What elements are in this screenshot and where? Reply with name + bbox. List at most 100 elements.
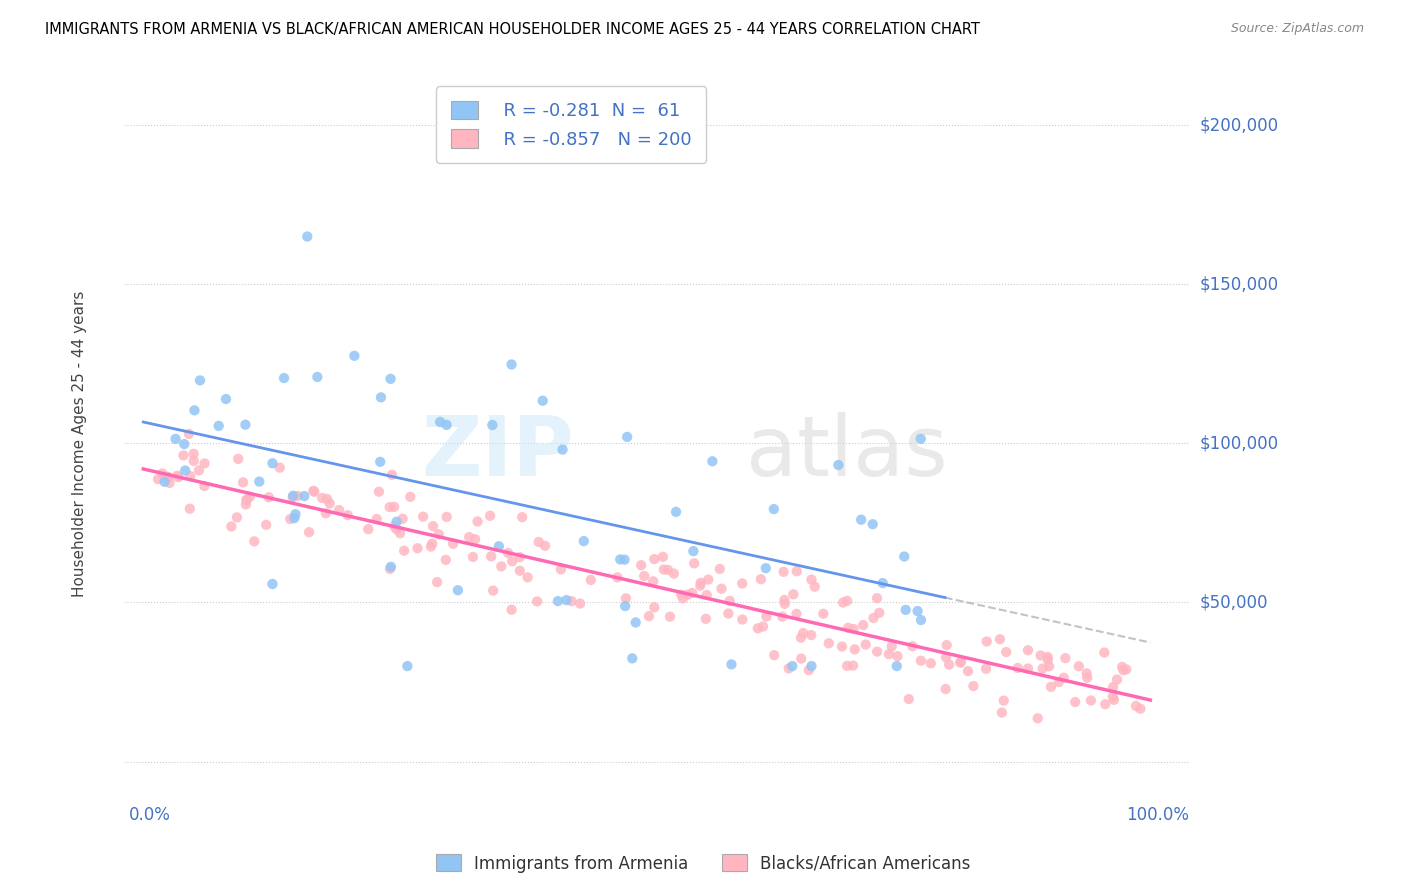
Point [436,509,458,524]
Point [447,583,470,598]
Point [297,229,319,244]
Point [844,642,866,657]
Point [717,607,740,621]
Point [194,457,217,471]
Point [461,549,484,564]
Point [1076,666,1098,681]
Point [208,418,231,433]
Point [381,467,404,482]
Point [613,552,636,566]
Point [702,454,724,468]
Point [837,621,859,635]
Point [1076,671,1098,685]
Point [855,638,877,652]
Point [399,490,422,504]
Point [1092,646,1115,660]
Text: IMMIGRANTS FROM ARMENIA VS BLACK/AFRICAN AMERICAN HOUSEHOLDER INCOME AGES 25 - 4: IMMIGRANTS FROM ARMENIA VS BLACK/AFRICAN… [45,22,980,37]
Point [1102,680,1125,694]
Point [491,559,513,574]
Point [187,463,209,477]
Point [281,490,304,504]
Text: atlas: atlas [747,412,948,493]
Point [689,575,711,590]
Point [1007,661,1029,675]
Point [893,549,915,564]
Point [273,371,295,385]
Point [786,564,808,578]
Point [579,573,602,587]
Point [935,681,957,696]
Point [790,631,813,645]
Point [302,484,325,499]
Point [949,655,972,669]
Point [292,489,315,503]
Point [785,607,807,621]
Point [247,475,270,489]
Point [215,392,238,406]
Point [827,458,849,472]
Point [551,442,574,457]
Point [1102,693,1125,707]
Point [287,489,309,503]
Point [720,657,742,672]
Point [441,537,464,551]
Point [172,448,194,462]
Point [569,597,592,611]
Point [183,454,205,468]
Point [179,501,201,516]
Point [560,594,582,608]
Point [671,588,693,602]
Point [380,372,402,386]
Text: ZIP: ZIP [420,412,574,493]
Point [368,455,391,469]
Point [772,565,794,579]
Point [643,552,665,566]
Point [696,588,718,602]
Point [368,484,391,499]
Point [174,464,197,478]
Point [935,638,957,652]
Point [773,597,796,611]
Point [150,467,173,481]
Point [307,370,329,384]
Point [239,490,262,504]
Text: Householder Income Ages 25 - 44 years: Householder Income Ages 25 - 44 years [72,290,87,597]
Point [803,580,825,594]
Point [681,586,703,600]
Point [221,519,243,533]
Point [232,475,254,490]
Point [343,349,366,363]
Point [1125,698,1147,713]
Point [624,615,647,630]
Point [226,510,249,524]
Point [501,554,523,568]
Point [682,544,704,558]
Point [1112,663,1135,677]
Point [236,492,259,507]
Point [842,658,865,673]
Point [284,507,307,521]
Point [531,393,554,408]
Point [935,650,957,665]
Point [877,647,900,661]
Point [262,456,284,470]
Point [1101,690,1123,704]
Point [550,562,572,576]
Point [1017,643,1039,657]
Point [378,562,401,576]
Point [643,600,665,615]
Point [382,500,405,514]
Point [509,564,531,578]
Point [886,649,908,664]
Point [385,522,408,536]
Point [380,559,402,574]
Point [167,470,190,484]
Point [995,645,1018,659]
Point [419,540,441,554]
Point [378,500,401,515]
Point [166,468,188,483]
Point [318,496,340,510]
Point [614,591,637,606]
Point [852,618,875,632]
Point [496,546,519,560]
